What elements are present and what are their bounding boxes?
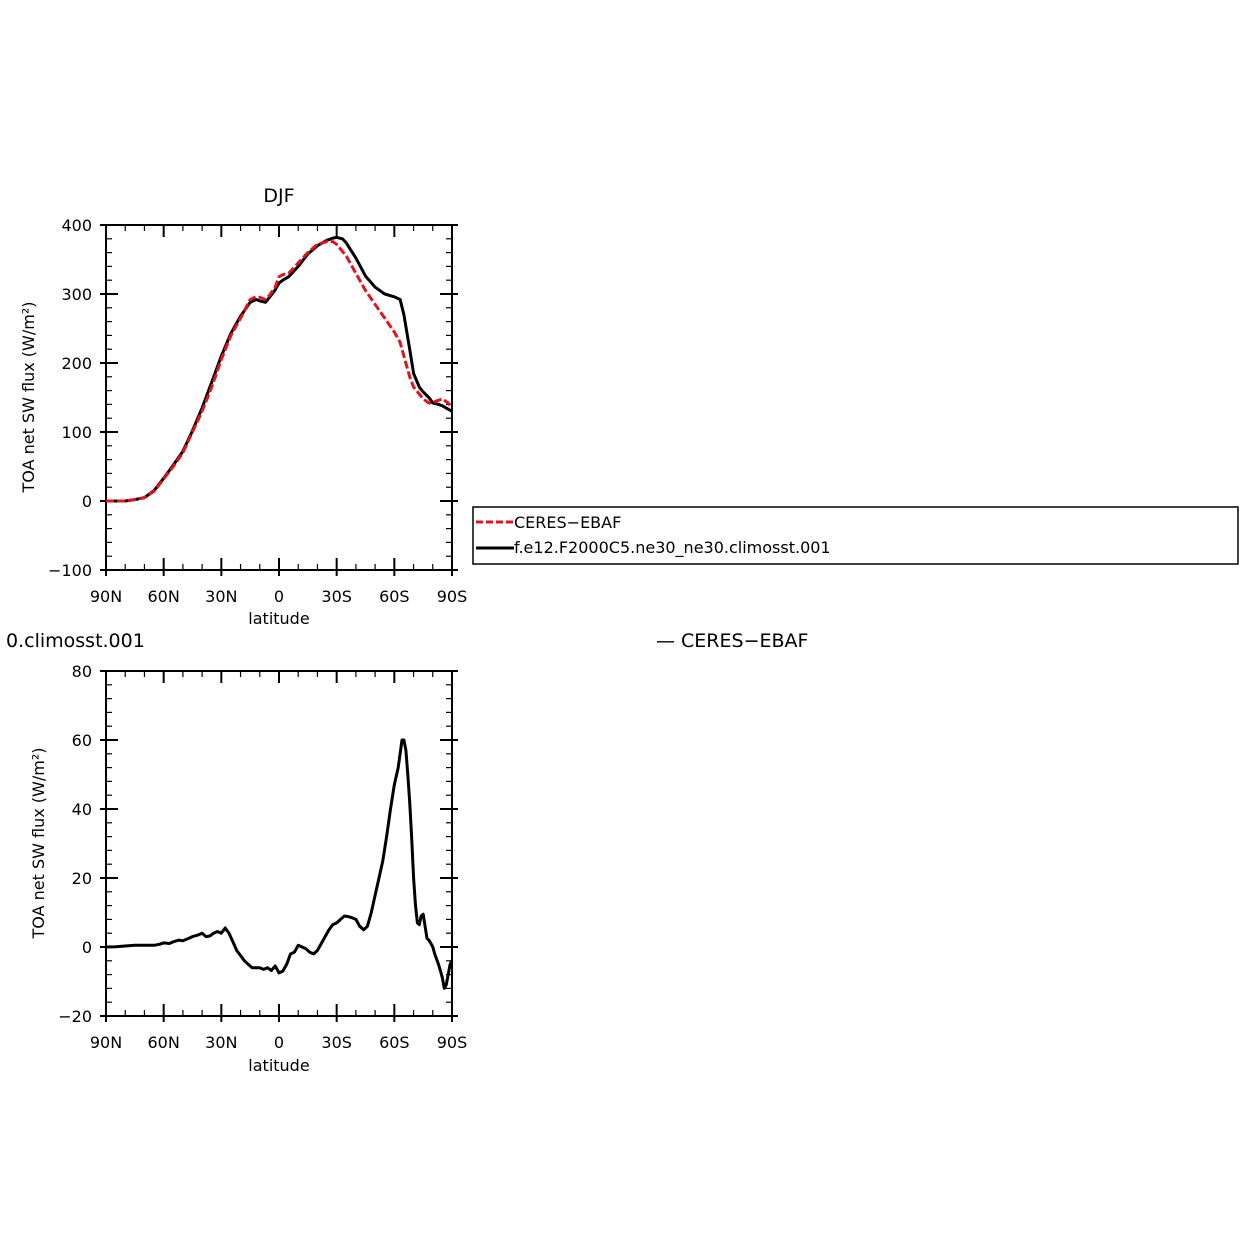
bottom-y-tick-label: 60 [72,731,92,750]
top-x-tick-label: 30S [321,587,352,606]
top-panel: DJF 90N 60N 30N 0 30S 60S 90S −100 0 100 200 300 400… [19,185,467,628]
bottom-plot-frame [105,670,453,1017]
top-x-tick-label: 0 [274,587,284,606]
legend-ref-label: CERES−EBAF [514,513,621,532]
bottom-y-tick-label: −20 [58,1007,92,1026]
bottom-x-tick-label: 90S [437,1033,468,1052]
bottom-x-tick-label: 30S [321,1033,352,1052]
top-y-tick-label: 200 [61,354,92,373]
legend-box [472,506,1239,565]
top-x-tick-label: 90S [437,587,468,606]
top-panel-title: DJF [263,185,294,207]
bottom-x-tick-label: 30N [205,1033,237,1052]
top-ref-series-line [106,240,454,503]
bottom-axis-ticks: 90N 60N 30N 0 30S 60S 90S −20 0 20 40 60 80 [58,662,467,1052]
bottom-legend-fragment: — CERES−EBAF [656,630,808,652]
bottom-y-tick-label: 0 [82,938,92,957]
bottom-series-group [105,738,454,990]
top-x-tick-label: 60N [148,587,180,606]
top-x-tick-label: 30N [205,587,237,606]
bottom-x-tick-label: 0 [274,1033,284,1052]
bottom-panel: 0.climosst.001 — CERES−EBAF 90N 60N 30N 0 30… [6,630,808,1075]
bottom-difference-series-line [105,738,454,990]
legend: CERES−EBAF f.e12.F2000C5.ne30_ne30.climo… [472,506,1239,565]
top-y-axis-label: TOA net SW flux (W/m²) [19,302,38,494]
bottom-y-tick-label: 40 [72,800,92,819]
bottom-title-fragment: 0.climosst.001 [6,630,145,652]
top-axis-ticks: 90N 60N 30N 0 30S 60S 90S −100 0 100 200 300 400 [48,216,467,606]
legend-model-label: f.e12.F2000C5.ne30_ne30.climosst.001 [514,538,831,558]
top-x-tick-label: 90N [90,587,122,606]
top-x-tick-label: 60S [379,587,410,606]
bottom-y-tick-label: 80 [72,662,92,681]
top-y-tick-label: −100 [48,561,92,580]
bottom-x-axis-label: latitude [248,1056,309,1075]
top-y-tick-label: 300 [61,285,92,304]
bottom-x-tick-label: 60N [148,1033,180,1052]
bottom-x-tick-label: 90N [90,1033,122,1052]
bottom-y-axis-label: TOA net SW flux (W/m²) [29,748,48,940]
top-y-tick-label: 0 [82,492,92,511]
top-y-tick-label: 400 [61,216,92,235]
top-x-axis-label: latitude [248,609,309,628]
top-y-tick-label: 100 [61,423,92,442]
top-series-group [106,235,454,503]
bottom-y-tick-label: 20 [72,869,92,888]
bottom-x-tick-label: 60S [379,1033,410,1052]
